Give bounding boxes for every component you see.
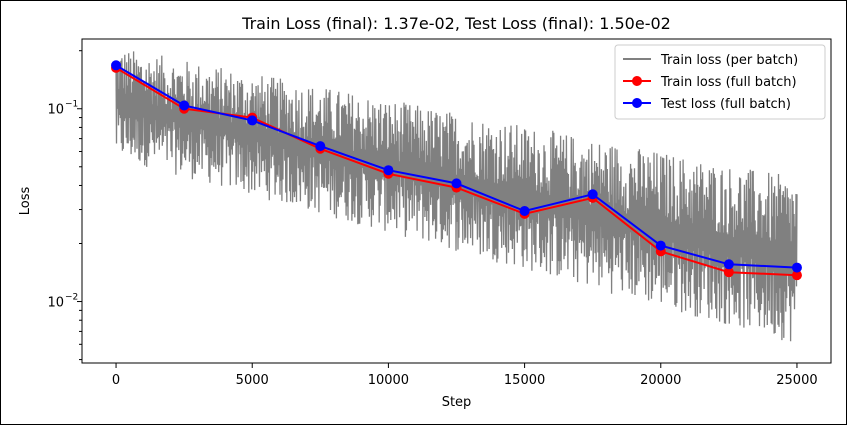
axes-frame — [81, 38, 832, 364]
test-loss-full-batch-marker — [383, 165, 394, 176]
test-loss-full-batch-marker — [179, 100, 190, 111]
y-axis-ticks: 10−210−1 — [47, 50, 82, 361]
x-tick-label: 20000 — [640, 373, 681, 388]
y-tick-exponent: −1 — [65, 100, 78, 110]
train-loss-full-batch-marker — [723, 267, 734, 278]
y-axis-label: Loss — [18, 187, 33, 216]
x-tick-label: 5000 — [236, 373, 269, 388]
test-loss-full-batch-marker — [451, 178, 462, 189]
test-loss-full-batch-marker — [519, 205, 530, 216]
x-tick-label: 15000 — [504, 373, 545, 388]
legend-marker-train-loss-full-batch — [632, 76, 642, 86]
legend-label-test-loss-full-batch: Test loss (full batch) — [660, 97, 791, 112]
test-loss-full-batch-marker — [247, 115, 258, 126]
test-loss-full-batch-marker — [655, 240, 666, 251]
train-loss-full-batch-marker — [791, 270, 802, 281]
x-tick-label: 25000 — [776, 373, 817, 388]
chart-title: Train Loss (final): 1.37e-02, Test Loss … — [241, 14, 671, 33]
test-loss-full-batch-marker — [723, 259, 734, 270]
test-loss-full-batch-marker — [791, 262, 802, 273]
plot-area — [111, 51, 802, 342]
test-loss-full-batch-marker — [111, 60, 122, 71]
legend-box — [614, 44, 826, 120]
legend-label-train-loss-per-batch: Train loss (per batch) — [660, 53, 798, 68]
test-loss-full-batch-marker — [315, 141, 326, 152]
train-loss-per-batch-line — [115, 51, 798, 342]
x-tick-label: 10000 — [368, 373, 409, 388]
test-loss-full-batch-marker — [587, 189, 598, 200]
x-axis-label: Step — [442, 395, 472, 410]
x-tick-label: 0 — [112, 373, 120, 388]
legend: Train loss (per batch) Train loss (full b… — [614, 44, 826, 120]
y-tick-exponent: −2 — [65, 293, 78, 303]
y-tick-label: 10 — [47, 296, 64, 311]
x-axis-ticks: 0 5000 10000 15000 20000 25000 — [112, 363, 818, 388]
legend-marker-test-loss-full-batch — [632, 98, 642, 108]
y-tick-label: 10 — [47, 103, 64, 118]
legend-label-train-loss-full-batch: Train loss (full batch) — [660, 75, 797, 90]
